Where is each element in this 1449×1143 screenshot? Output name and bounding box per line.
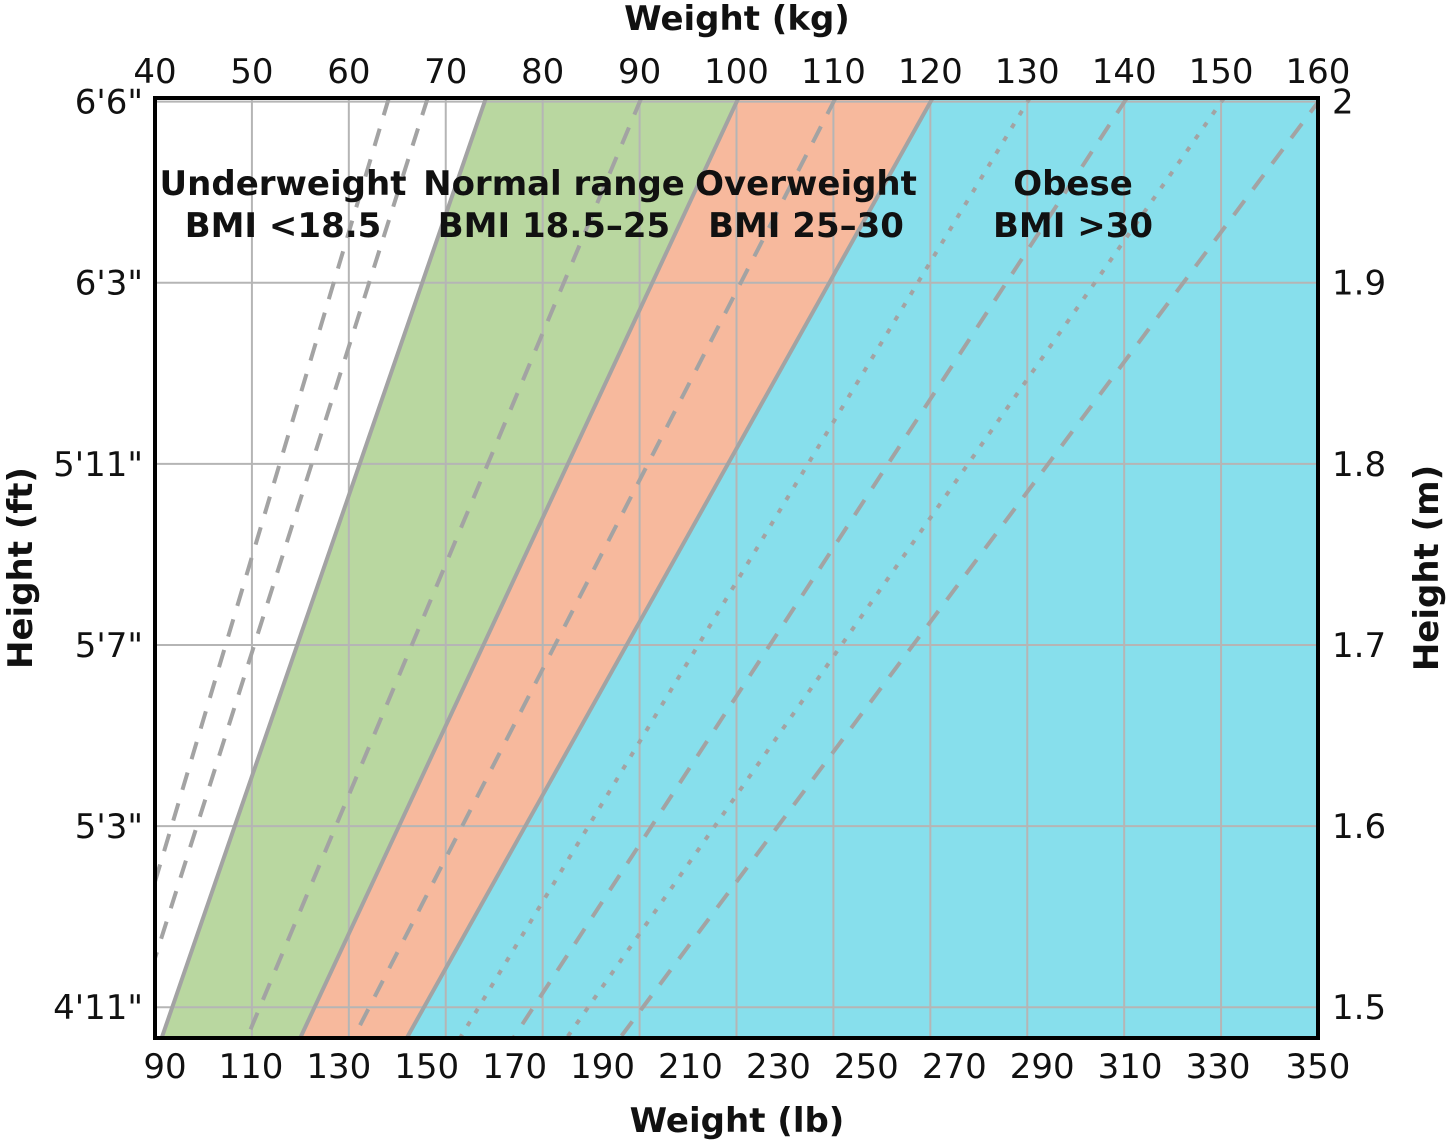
reference-line-bmi-37.5 (564, 98, 1226, 1038)
reference-line-bmi-35 (511, 98, 1129, 1038)
kg-tick-label: 40 (133, 52, 176, 92)
lb-tick-label: 150 (394, 1047, 459, 1087)
lb-tick-label: 130 (306, 1047, 371, 1087)
band-range-label: BMI 18.5–25 (438, 206, 670, 246)
lb-tick-label: 90 (143, 1047, 186, 1087)
ft-tick-label: 5'11" (53, 445, 143, 485)
bmi-lines (155, 98, 1318, 1038)
top-axis-title: Weight (kg) (624, 0, 850, 39)
ft-tick-label: 4'11" (53, 988, 143, 1028)
lb-tick-label: 250 (834, 1047, 899, 1087)
lb-tick-label: 310 (1098, 1047, 1163, 1087)
reference-line-bmi-27.5 (351, 98, 838, 1038)
lb-tick-label: 190 (570, 1047, 635, 1087)
right-axis-title: Height (m) (1407, 465, 1447, 671)
ft-tick-label: 6'3" (75, 264, 143, 304)
lb-tick-label: 290 (1010, 1047, 1075, 1087)
band-obese (406, 98, 1318, 1038)
m-tick-label: 1.7 (1332, 626, 1386, 666)
band-name-label: Overweight (695, 164, 917, 204)
band-name-label: Underweight (160, 164, 407, 204)
plot-frame (153, 96, 1320, 1040)
band-name-label: Obese (1013, 164, 1133, 204)
m-tick-label: 1.9 (1332, 264, 1386, 304)
reference-line-bmi-32.5 (458, 98, 1032, 1038)
m-tick-label: 2 (1332, 83, 1354, 123)
reference-line-bmi-22.5 (245, 98, 644, 1038)
band-range-label: BMI <18.5 (185, 206, 382, 246)
reference-line-bmi-40 (618, 98, 1318, 1038)
band-range-label: BMI 25–30 (708, 206, 904, 246)
kg-tick-label: 130 (995, 52, 1060, 92)
kg-tick-label: 70 (424, 52, 467, 92)
m-tick-label: 1.6 (1332, 807, 1386, 847)
left-axis-title: Height (ft) (1, 467, 41, 669)
ft-tick-label: 6'6" (75, 83, 143, 123)
band-overweight (300, 98, 933, 1038)
ft-tick-label: 5'7" (75, 626, 143, 666)
kg-tick-label: 140 (1092, 52, 1157, 92)
kg-tick-label: 60 (327, 52, 370, 92)
kg-tick-label: 120 (898, 52, 963, 92)
lb-tick-label: 350 (1286, 1047, 1351, 1087)
lb-tick-label: 210 (658, 1047, 723, 1087)
kg-tick-label: 90 (618, 52, 661, 92)
band-range-label: BMI >30 (993, 206, 1153, 246)
bands (155, 98, 1318, 1038)
boundary-line-bmi-30 (405, 98, 935, 1038)
tick-labels: 40 50 60 70 80 90 100 110 120 130 140 150 160 90 110 13… (53, 52, 1386, 1087)
grid (155, 98, 1318, 1038)
boundary-line-bmi-25 (298, 98, 741, 1038)
kg-tick-label: 100 (704, 52, 769, 92)
lb-tick-label: 170 (482, 1047, 547, 1087)
kg-tick-label: 160 (1286, 52, 1351, 92)
lb-tick-label: 330 (1186, 1047, 1251, 1087)
lb-tick-label: 270 (922, 1047, 987, 1087)
lb-tick-label: 110 (218, 1047, 283, 1087)
kg-tick-label: 110 (801, 52, 866, 92)
kg-tick-label: 150 (1189, 52, 1254, 92)
boundary-line-bmi-18.5 (159, 98, 488, 1038)
m-tick-label: 1.5 (1332, 988, 1386, 1028)
kg-tick-label: 80 (521, 52, 564, 92)
bottom-axis-title: Weight (lb) (630, 1101, 845, 1141)
kg-tick-label: 50 (230, 52, 273, 92)
reference-line-bmi-17 (155, 98, 430, 965)
band-normal-range (161, 98, 739, 1038)
band-name-label: Normal range (423, 164, 685, 204)
m-tick-label: 1.8 (1332, 445, 1386, 485)
ft-tick-label: 5'3" (75, 807, 143, 847)
lb-tick-label: 230 (746, 1047, 811, 1087)
